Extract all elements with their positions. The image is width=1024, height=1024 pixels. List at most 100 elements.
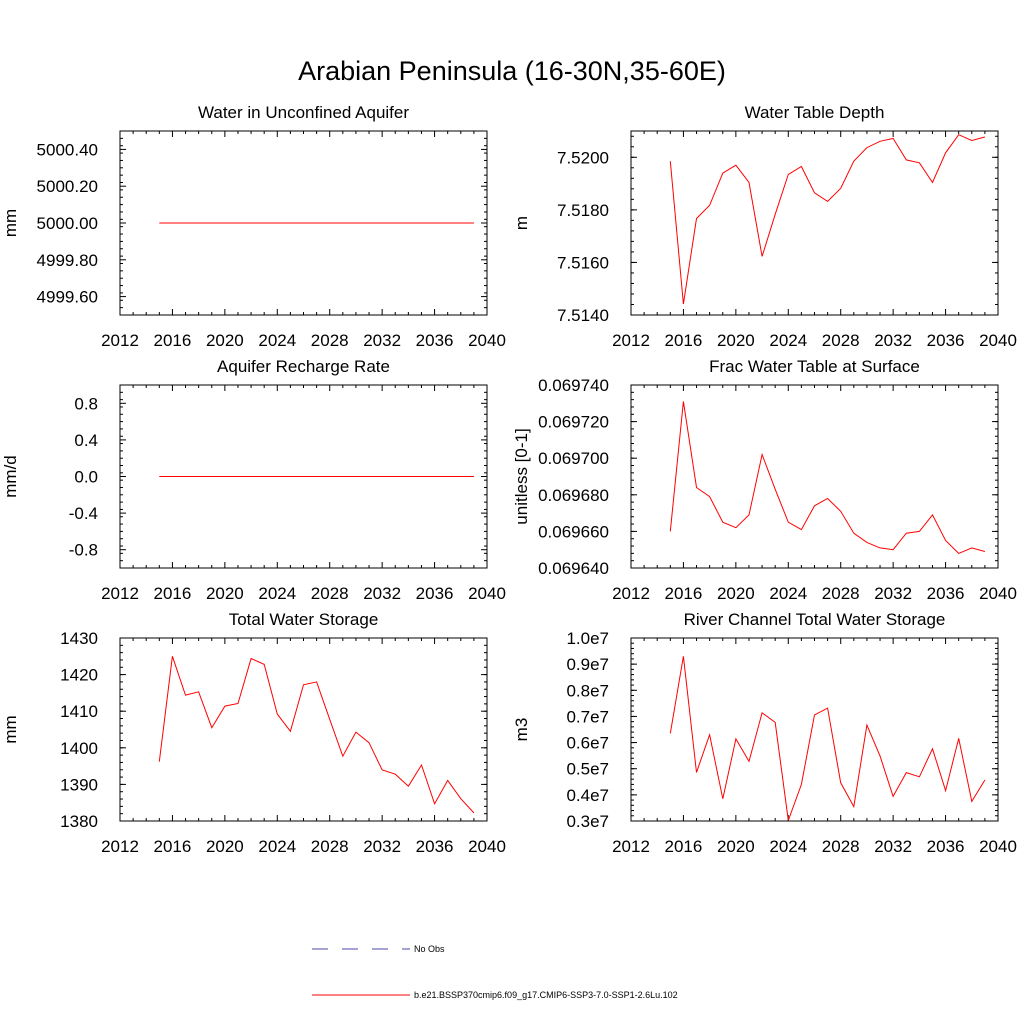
y-tick-label: 0.069720 [538,413,609,432]
y-tick-label: 5000.00 [37,214,98,233]
x-tick-label: 2020 [206,837,244,856]
x-tick-label: 2012 [101,331,139,350]
y-tick-label: 4999.80 [37,251,98,270]
x-tick-label: 2024 [769,837,807,856]
legend-label-no-obs: No Obs [414,944,445,954]
x-tick-label: 2012 [612,584,650,603]
x-tick-label: 2020 [717,584,755,603]
y-tick-label: 0.069700 [538,449,609,468]
x-tick-label: 2016 [154,837,192,856]
page-title: Arabian Peninsula (16-30N,35-60E) [298,56,726,86]
x-tick-label: 2036 [416,584,454,603]
y-tick-label: 0.069680 [538,486,609,505]
chart-panels: Water in Unconfined Aquifer mm 2012 2016 202… [1,103,1017,856]
y-tick-label: 1.0e7 [566,629,609,648]
y-tick-label: 1430 [60,629,98,648]
x-tick-label: 2028 [311,837,349,856]
x-tick-label: 2040 [979,584,1017,603]
x-tick-label: 2036 [927,331,965,350]
chart-panel-6: River Channel Total Water Storage m3 2012 2… [512,610,1017,856]
y-tick-label: 1420 [60,666,98,685]
y-tick-label: -0.8 [69,541,98,560]
series-line [669,656,986,821]
x-tick-label: 2028 [822,837,860,856]
y-tick-label: 0.4e7 [566,786,609,805]
x-tick-label: 2016 [665,331,703,350]
chart-panel-1: Water in Unconfined Aquifer mm 2012 2016 202… [1,103,506,350]
x-tick-label: 2028 [311,584,349,603]
y-tick-label: 5000.20 [37,177,98,196]
y-tick-label: 0.069660 [538,522,609,541]
chart-panel-4: Frac Water Table at Surface unitless [0-1… [512,357,1017,603]
y-axis-label: m3 [512,718,531,742]
x-tick-label: 2020 [206,331,244,350]
x-tick-label: 2036 [927,837,965,856]
chart-title: Frac Water Table at Surface [709,357,920,376]
y-axis-label: mm/d [1,455,20,498]
y-tick-label: 1400 [60,739,98,758]
y-tick-label: 1410 [60,702,98,721]
x-tick-label: 2040 [979,331,1017,350]
x-tick-label: 2024 [769,331,807,350]
x-tick-label: 2032 [874,584,912,603]
y-tick-label: 0.8 [74,394,98,413]
y-axis-label: unitless [0-1] [512,428,531,524]
x-tick-label: 2028 [822,331,860,350]
x-tick-label: 2020 [717,837,755,856]
y-axis-label: mm [1,715,20,743]
x-tick-label: 2016 [154,584,192,603]
y-tick-label: 5000.40 [37,140,98,159]
x-tick-label: 2032 [874,837,912,856]
plot-frame [630,637,999,822]
y-tick-label: -0.4 [69,504,98,523]
x-tick-label: 2036 [416,837,454,856]
x-tick-label: 2040 [468,837,506,856]
y-tick-label: 7.5140 [557,306,609,325]
x-tick-label: 2024 [258,837,296,856]
x-tick-label: 2032 [363,837,401,856]
y-tick-label: 0.9e7 [566,655,609,674]
series-line [669,401,986,554]
series-line [158,656,475,814]
x-tick-label: 2016 [665,584,703,603]
x-tick-label: 2020 [717,331,755,350]
y-tick-label: 0.3e7 [566,812,609,831]
x-tick-label: 2016 [154,331,192,350]
x-tick-label: 2024 [769,584,807,603]
chart-title: River Channel Total Water Storage [684,610,946,629]
x-tick-label: 2032 [874,331,912,350]
chart-panel-5: Total Water Storage mm 2012 2016 2020 2024 202… [1,610,506,856]
x-tick-label: 2040 [468,584,506,603]
chart-panel-3: Aquifer Recharge Rate mm/d 2012 2016 2020 202… [1,357,506,603]
x-tick-label: 2036 [927,584,965,603]
y-tick-label: 0.069740 [538,376,609,395]
legend-label-model: b.e21.BSSP370cmip6.f09_g17.CMIP6-SSP3-7.… [414,990,678,1000]
x-tick-label: 2032 [363,331,401,350]
x-tick-label: 2012 [101,837,139,856]
x-tick-label: 2028 [311,331,349,350]
plot-frame [630,384,999,569]
y-tick-label: 0.5e7 [566,760,609,779]
x-tick-label: 2016 [665,837,703,856]
x-tick-label: 2028 [822,584,860,603]
x-tick-label: 2012 [101,584,139,603]
chart-title: Water Table Depth [745,103,885,122]
y-tick-label: 0.7e7 [566,707,609,726]
series-line [669,134,986,305]
y-tick-label: 7.5160 [557,253,609,272]
chart-title: Water in Unconfined Aquifer [198,103,409,122]
y-tick-label: 7.5200 [557,148,609,167]
legend: No Obs b.e21.BSSP370cmip6.f09_g17.CMIP6-… [312,944,678,1000]
x-tick-label: 2024 [258,584,296,603]
y-tick-label: 1380 [60,812,98,831]
chart-title: Total Water Storage [229,610,379,629]
x-tick-label: 2032 [363,584,401,603]
y-tick-label: 7.5180 [557,201,609,220]
x-tick-label: 2036 [416,331,454,350]
chart-title: Aquifer Recharge Rate [217,357,390,376]
y-axis-label: m [512,216,531,230]
y-tick-label: 0.8e7 [566,681,609,700]
x-tick-label: 2012 [612,837,650,856]
x-tick-label: 2020 [206,584,244,603]
